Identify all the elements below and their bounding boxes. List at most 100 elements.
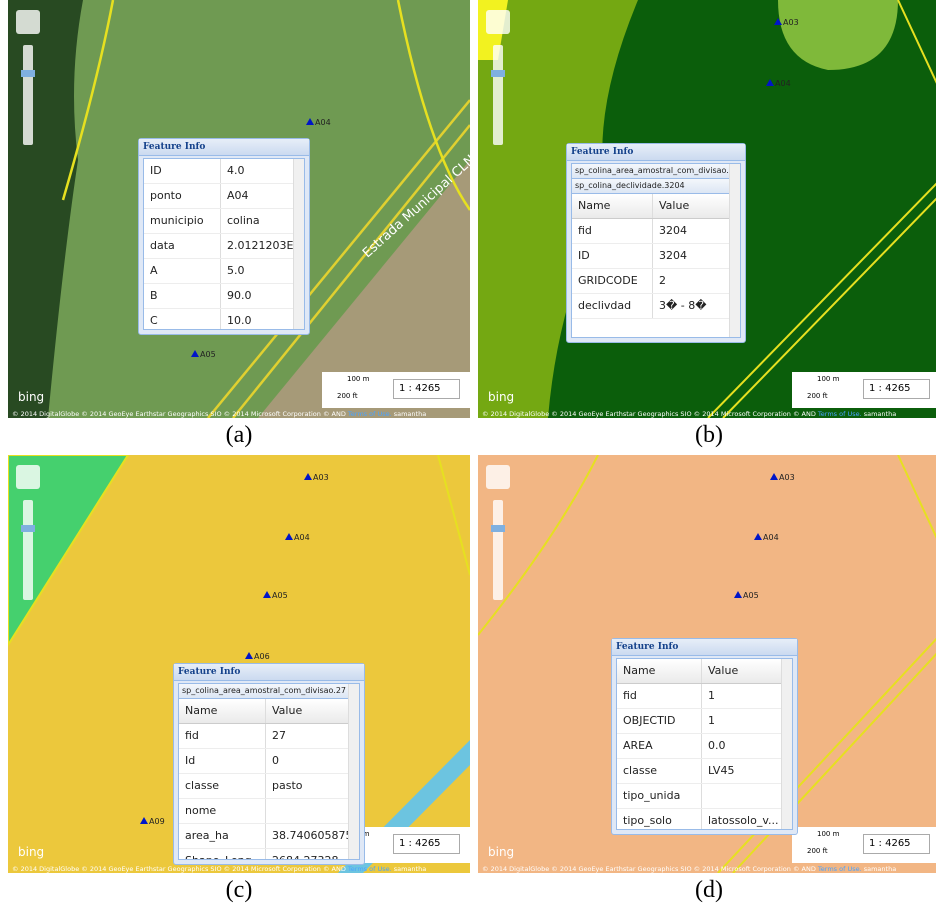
terms-link[interactable]: Terms of Use. <box>347 410 392 418</box>
attribute-name: declivdad <box>572 294 653 318</box>
attribute-row: fid 1 <box>617 684 792 709</box>
attribute-row: C 10.0 <box>144 309 304 329</box>
attribute-row: ID 4.0 <box>144 159 304 184</box>
section-header[interactable]: sp_colina_declividade.3204 <box>572 179 740 194</box>
attribute-row: fid 27 <box>179 724 359 749</box>
zoom-slider <box>23 45 33 145</box>
feature-info-popup: Feature Info Name Value fid 1 OBJECTID 1 AREA 0.… <box>611 638 798 835</box>
scrollbar <box>348 684 359 859</box>
attribute-row: fid 3204 <box>572 219 740 244</box>
popup-title: Feature Info <box>567 144 745 161</box>
popup-body: sp_colina_area_amostral_com_divisao.27 Na… <box>178 683 360 860</box>
popup-title: Feature Info <box>174 664 364 681</box>
attribute-value <box>702 784 787 808</box>
column-header: Value <box>266 699 353 723</box>
attribute-name: fid <box>617 684 702 708</box>
attribute-name: fid <box>572 219 653 243</box>
pan-control <box>486 465 510 489</box>
popup-body: ID 4.0 ponto A04 municipio colina data 2.012120… <box>143 158 305 330</box>
road <box>207 99 470 418</box>
section-header[interactable]: sp_colina_area_amostral_com_divisao.27 <box>179 684 359 699</box>
map-panel: A03 A04 A05 bing 100 m 200 ft 1 : 4265 © 2014 D… <box>478 455 936 873</box>
point-label: A06 <box>245 652 270 661</box>
attribute-name: B <box>144 284 221 308</box>
attribute-value: 0 <box>266 749 353 773</box>
attribution: © 2014 DigitalGlobe © 2014 GeoEye Earths… <box>12 410 426 418</box>
point-label: A04 <box>754 533 779 542</box>
user: samantha <box>393 865 427 873</box>
attribute-name: Shape_Leng <box>179 849 266 859</box>
feature-info-popup: Feature Info sp_colina_area_amostral_com_… <box>173 663 365 865</box>
map-panel: A03 A04 bing 100 m 200 ft 1 : 4265 © 2014 Digi… <box>478 0 936 418</box>
attribute-value: 4.0 <box>221 159 298 183</box>
attribute-row: data 2.0121203E7 <box>144 234 304 259</box>
attribute-value: 0.0 <box>702 734 787 758</box>
popup-body: Name Value fid 1 OBJECTID 1 AREA 0.0 classe LV45 t… <box>616 658 793 830</box>
attribute-value: latossolo_v... <box>702 809 787 829</box>
user: samantha <box>863 865 897 873</box>
point-label: A05 <box>734 591 759 600</box>
popup-body: sp_colina_area_amostral_com_divisao.27 sp… <box>571 163 741 338</box>
section-header[interactable]: sp_colina_area_amostral_com_divisao.27 <box>572 164 740 179</box>
caption: (a) <box>225 422 253 448</box>
attribute-name: C <box>144 309 221 329</box>
attribution: © 2014 DigitalGlobe © 2014 GeoEye Earths… <box>482 865 896 873</box>
attribution-text: © 2014 DigitalGlobe © 2014 GeoEye Earths… <box>12 410 346 418</box>
popup-title: Feature Info <box>139 139 309 156</box>
terms-link[interactable]: Terms of Use. <box>347 865 392 873</box>
attribution-text: © 2014 DigitalGlobe © 2014 GeoEye Earths… <box>482 865 816 873</box>
attribute-name: GRIDCODE <box>572 269 653 293</box>
attribute-row: tipo_solo latossolo_v... <box>617 809 792 829</box>
attribute-value <box>266 799 353 823</box>
attribute-name: area_ha <box>179 824 266 848</box>
point-label: A04 <box>306 118 331 127</box>
scale-ratio[interactable]: 1 : 4265 <box>863 379 930 399</box>
attribute-row: classe pasto <box>179 774 359 799</box>
zone <box>478 0 638 418</box>
pan-control <box>16 10 40 34</box>
attribute-value: 3� - 8� <box>653 294 734 318</box>
feature-info-popup: Feature Info sp_colina_area_amostral_com_… <box>566 143 746 343</box>
scale-ft: 200 ft <box>807 392 828 400</box>
scale-ratio[interactable]: 1 : 4265 <box>393 379 460 399</box>
attribute-name: Id <box>179 749 266 773</box>
point-label: A03 <box>304 473 329 482</box>
caption: (b) <box>695 422 723 448</box>
scale-ratio[interactable]: 1 : 4265 <box>863 834 930 854</box>
scrollbar <box>781 659 792 829</box>
attribute-row: AREA 0.0 <box>617 734 792 759</box>
scale-ratio[interactable]: 1 : 4265 <box>393 834 460 854</box>
scale-ft: 200 ft <box>337 392 358 400</box>
header-row: Name Value <box>572 194 740 219</box>
attribute-value: 10.0 <box>221 309 298 329</box>
attribute-value: 90.0 <box>221 284 298 308</box>
boundary <box>437 455 470 576</box>
scale-bar: 100 m 200 ft 1 : 4265 <box>792 827 936 863</box>
attribute-row: Shape_Leng2684.27328... <box>179 849 359 859</box>
scale-bar: 100 m 200 ft 1 : 4265 <box>322 372 470 408</box>
column-header: Name <box>179 699 266 723</box>
attribution: © 2014 DigitalGlobe © 2014 GeoEye Earths… <box>482 410 896 418</box>
attribute-row: A 5.0 <box>144 259 304 284</box>
attribute-name: ponto <box>144 184 221 208</box>
popup-title: Feature Info <box>612 639 797 656</box>
header-row: Name Value <box>617 659 792 684</box>
column-header: Name <box>572 194 653 218</box>
map-panel: Estrada Municipal CLN 352A04A05bing100 m… <box>8 0 470 418</box>
attribute-value: A04 <box>221 184 298 208</box>
attribute-row: B 90.0 <box>144 284 304 309</box>
attribute-value: LV45 <box>702 759 787 783</box>
point-label: A05 <box>263 591 288 600</box>
column-header: Value <box>653 194 734 218</box>
attribute-name: A <box>144 259 221 283</box>
zoom-handle <box>21 70 35 77</box>
zoom-handle <box>491 525 505 532</box>
attribute-row: area_ha 38.740605875 <box>179 824 359 849</box>
attribute-value: 5.0 <box>221 259 298 283</box>
terms-link[interactable]: Terms of Use. <box>817 410 862 418</box>
terms-link[interactable]: Terms of Use. <box>817 865 862 873</box>
attribute-row: OBJECTID 1 <box>617 709 792 734</box>
zone <box>8 455 130 647</box>
boundary <box>478 455 936 873</box>
caption: (d) <box>695 877 723 903</box>
